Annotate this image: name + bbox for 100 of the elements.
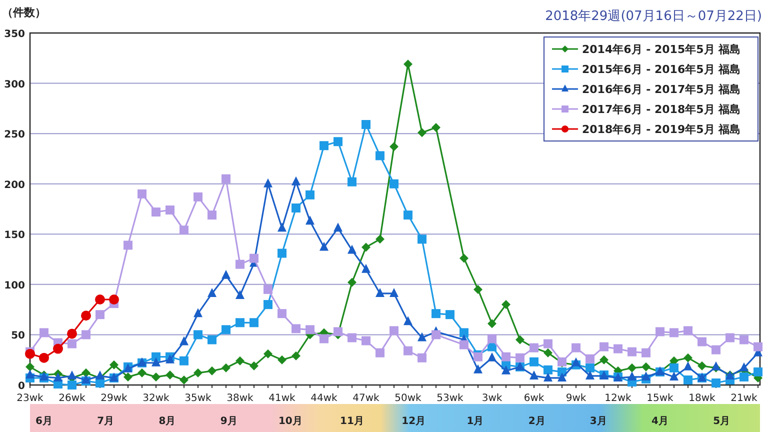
point [376, 151, 384, 160]
point [418, 128, 426, 138]
point [250, 318, 258, 328]
point [348, 278, 356, 287]
point [754, 367, 762, 376]
point [306, 216, 314, 225]
point [250, 361, 258, 370]
point [642, 362, 650, 372]
point [488, 352, 496, 362]
point [362, 120, 370, 130]
point [628, 371, 636, 380]
point [306, 190, 314, 200]
y-tick-label: 50 [11, 330, 26, 342]
text: 8月 [158, 416, 176, 427]
point [180, 375, 188, 384]
point [670, 371, 678, 380]
text: 4月 [652, 416, 668, 427]
point [516, 353, 524, 362]
y-tick-label: 100 [4, 280, 26, 292]
point [754, 342, 762, 352]
point [362, 242, 370, 252]
point [740, 335, 748, 344]
point [334, 222, 342, 232]
point [572, 357, 580, 366]
point [544, 372, 552, 382]
point [376, 288, 384, 297]
x-tick-label: 32wk [142, 393, 170, 404]
legend-label: 2015年6月 - 2016年5月 福島 [582, 63, 741, 76]
text: 3月 [590, 416, 607, 427]
point [656, 327, 664, 336]
point [292, 351, 300, 360]
chart-title: 2018年29週(07月16日～07月22日) [545, 9, 762, 24]
point [264, 284, 272, 294]
x-tick-label: 23wk [16, 393, 44, 404]
x-tick-label: 53wk [436, 393, 464, 404]
point [180, 336, 188, 346]
point [264, 349, 272, 358]
y-tick-label: 250 [4, 130, 26, 141]
point [82, 330, 90, 340]
legend-label: 2016年6月 - 2017年5月 福島 [582, 83, 741, 96]
point [236, 290, 244, 299]
text: 5月 [713, 416, 730, 427]
x-tick-label: 44wk [310, 393, 338, 404]
point [39, 352, 49, 363]
point [684, 375, 692, 384]
point [194, 308, 202, 318]
point [166, 370, 174, 380]
point [390, 288, 398, 297]
point [740, 372, 748, 382]
point [222, 174, 230, 184]
x-tick-label: 12wk [604, 393, 632, 404]
legend-label: 2017年6月 - 2018年5月 福島 [582, 103, 741, 116]
point [292, 203, 300, 212]
x-tick-label: 21wk [730, 393, 758, 404]
point [474, 364, 482, 374]
point [432, 123, 440, 132]
legend-label: 2014年6月 - 2015年5月 福島 [582, 43, 741, 56]
point [320, 242, 328, 251]
point [362, 336, 370, 346]
point [152, 357, 160, 366]
point [180, 226, 188, 235]
point [278, 355, 286, 364]
point [236, 356, 244, 366]
point [684, 361, 692, 370]
x-tick-label: 18wk [688, 393, 716, 404]
point [432, 309, 440, 318]
point [600, 355, 608, 364]
point [488, 334, 496, 344]
x-tick-label: 6wk [524, 393, 544, 404]
point [628, 363, 636, 372]
x-tick-label: 29wk [100, 393, 128, 404]
point [376, 234, 384, 244]
point [544, 348, 552, 358]
point [96, 310, 104, 320]
point [152, 208, 160, 217]
point [152, 372, 160, 382]
point [278, 222, 286, 232]
text: 12月 [402, 416, 426, 427]
point [194, 368, 202, 378]
point [544, 339, 552, 348]
x-tick-label: 15wk [646, 393, 674, 404]
y-tick-label: 0 [18, 381, 26, 392]
point [502, 352, 510, 362]
point [95, 294, 105, 305]
point [418, 353, 426, 362]
point [502, 365, 510, 374]
point [712, 378, 720, 388]
point [726, 333, 734, 342]
point [26, 362, 34, 372]
point [544, 365, 552, 374]
point [740, 362, 748, 372]
point [516, 335, 524, 344]
point [642, 348, 650, 358]
point [530, 370, 538, 380]
point [138, 368, 146, 378]
point [362, 264, 370, 273]
point [194, 192, 202, 202]
point [110, 360, 118, 370]
point [292, 176, 300, 186]
point [320, 334, 328, 344]
